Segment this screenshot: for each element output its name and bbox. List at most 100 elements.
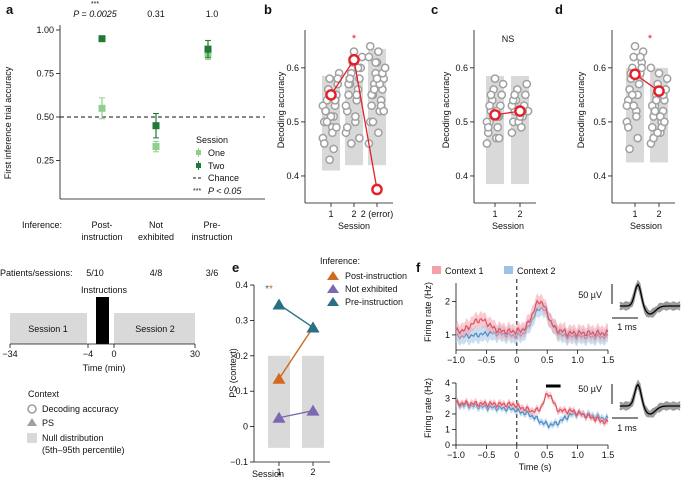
a-category-label: Pre-: [203, 220, 220, 230]
f-wave2-mean-trace: [620, 383, 680, 415]
timeline-diagram: Session 1 Instructions Session 2 −34 −4 …: [2, 285, 200, 373]
f-top-xtick-label: −1.0: [447, 355, 465, 365]
timeline-session1-bar: [10, 313, 87, 344]
d-point: [646, 63, 656, 73]
b-mean-point: [371, 183, 383, 196]
d-sig: *: [648, 33, 653, 45]
a-stat-1: P = 0.0025: [73, 9, 117, 19]
a-ytick-label: 0.25: [36, 156, 54, 166]
f-wave2-scale: 50 µV: [578, 384, 602, 394]
d-ytick-label: 0.4: [593, 171, 606, 181]
b-point: [319, 139, 329, 148]
panel-f: Context 1 Context 2 Firing rate (Hz) Fir…: [423, 266, 681, 472]
c-xlabel: Session: [492, 221, 524, 231]
a-ytick-label: 1.00: [36, 25, 54, 35]
b-xtick-label: 1: [328, 209, 333, 219]
d-point: [647, 122, 657, 132]
d-point: [651, 95, 661, 105]
c-point: [485, 101, 494, 111]
b-point: [345, 74, 355, 84]
d-ylabel: Decoding accuracy: [576, 71, 586, 148]
d-point: [636, 52, 645, 62]
timeline-instructions-bar: [96, 297, 109, 344]
f-top-ylabel: Firing rate (Hz): [423, 282, 433, 342]
d-point: [634, 79, 644, 89]
d-ytick-label: 0.5: [593, 117, 606, 127]
f-legend-ctx2-marker: [504, 266, 513, 274]
d-xtick-label: 2: [656, 209, 661, 219]
context-legend-ps-marker: [27, 418, 37, 426]
a-ylabel: First inference trial accuracy: [3, 66, 13, 179]
d-point: [627, 90, 637, 100]
b-ytick-label: 0.5: [286, 117, 299, 127]
context-legend-decoding-marker: [27, 404, 37, 414]
context-legend-null-1: Null distribution: [42, 433, 104, 443]
a-ytick-label: 0.75: [36, 69, 54, 79]
c-point: [490, 74, 500, 84]
e-series-line: [278, 327, 314, 380]
f-wave2-time: 1 ms: [617, 423, 637, 433]
d-point: [623, 122, 633, 132]
panel-label-a: a: [6, 2, 14, 17]
b-point: [344, 90, 353, 100]
a-inference-label: Inference:: [22, 220, 62, 230]
e-xlabel: Session: [252, 469, 284, 479]
a-stat-2: 0.31: [147, 9, 165, 19]
b-point: [351, 112, 360, 121]
f-bottom-xtick-label: 0: [514, 450, 519, 460]
b-ytick-label: 0.6: [286, 63, 299, 73]
timeline-tick-4: 30: [190, 349, 200, 359]
timeline-tick-1: −34: [2, 349, 17, 359]
e-legend-marker: [327, 284, 339, 293]
c-point: [493, 122, 503, 132]
f-top-xtick-label: −0.5: [478, 355, 496, 365]
b-ylabel: Decoding accuracy: [276, 71, 286, 148]
d-point: [662, 74, 672, 84]
c-sig: NS: [502, 34, 515, 44]
b-mean-point: [348, 53, 360, 66]
c-point: [507, 128, 517, 138]
b-point: [322, 117, 332, 127]
e-xtick-label: 2: [310, 467, 315, 477]
panel-a: First inference trial accuracy *** P = 0…: [0, 1, 265, 278]
b-xtick-label: 2: [351, 209, 356, 219]
f-top-ytick-label: 1: [445, 330, 450, 340]
e-point: [306, 404, 320, 416]
d-point: [633, 133, 643, 143]
b-mean-point: [325, 89, 337, 101]
e-sig: **: [265, 284, 273, 295]
timeline-session2-label: Session 2: [135, 324, 175, 334]
e-xtick-label: 1: [276, 467, 281, 477]
f-top-xtick-label: 0: [514, 355, 519, 365]
c-ytick-label: 0.5: [455, 117, 468, 127]
b-point: [365, 41, 375, 51]
f-bottom-ytick-label: 4: [445, 378, 450, 388]
f-top-context1-line: [455, 299, 609, 338]
a-legend-one: One: [208, 148, 225, 158]
c-point: [483, 122, 493, 132]
a-point-two: [98, 35, 106, 43]
b-point: [367, 101, 376, 111]
d-point: [654, 68, 664, 78]
e-legend-label: Pre-instruction: [345, 297, 403, 307]
a-ytick-label: 0.50: [36, 112, 54, 122]
f-legend-ctx1-marker: [432, 266, 441, 274]
a-category-label: instruction: [191, 232, 232, 242]
c-ytick-label: 0.6: [455, 63, 468, 73]
panel-label-b: b: [264, 2, 272, 17]
f-bottom-xtick-label: −0.5: [478, 450, 496, 460]
a-patients-label: Patients/sessions:: [0, 268, 73, 278]
e-series-line: [278, 409, 314, 419]
timeline-tick-2: −4: [83, 349, 93, 359]
context-legend-title: Context: [28, 389, 60, 399]
a-point-two: [152, 122, 160, 130]
d-xlabel: Session: [630, 221, 662, 231]
b-ytick-label: 0.4: [286, 171, 299, 181]
context-legend-null-2: (5th–95th percentile): [42, 445, 125, 455]
e-legend-marker: [327, 297, 339, 306]
d-point: [629, 101, 639, 111]
b-point: [325, 155, 334, 165]
f-bottom-ylabel: Firing rate (Hz): [423, 378, 433, 438]
c-point: [510, 90, 519, 100]
